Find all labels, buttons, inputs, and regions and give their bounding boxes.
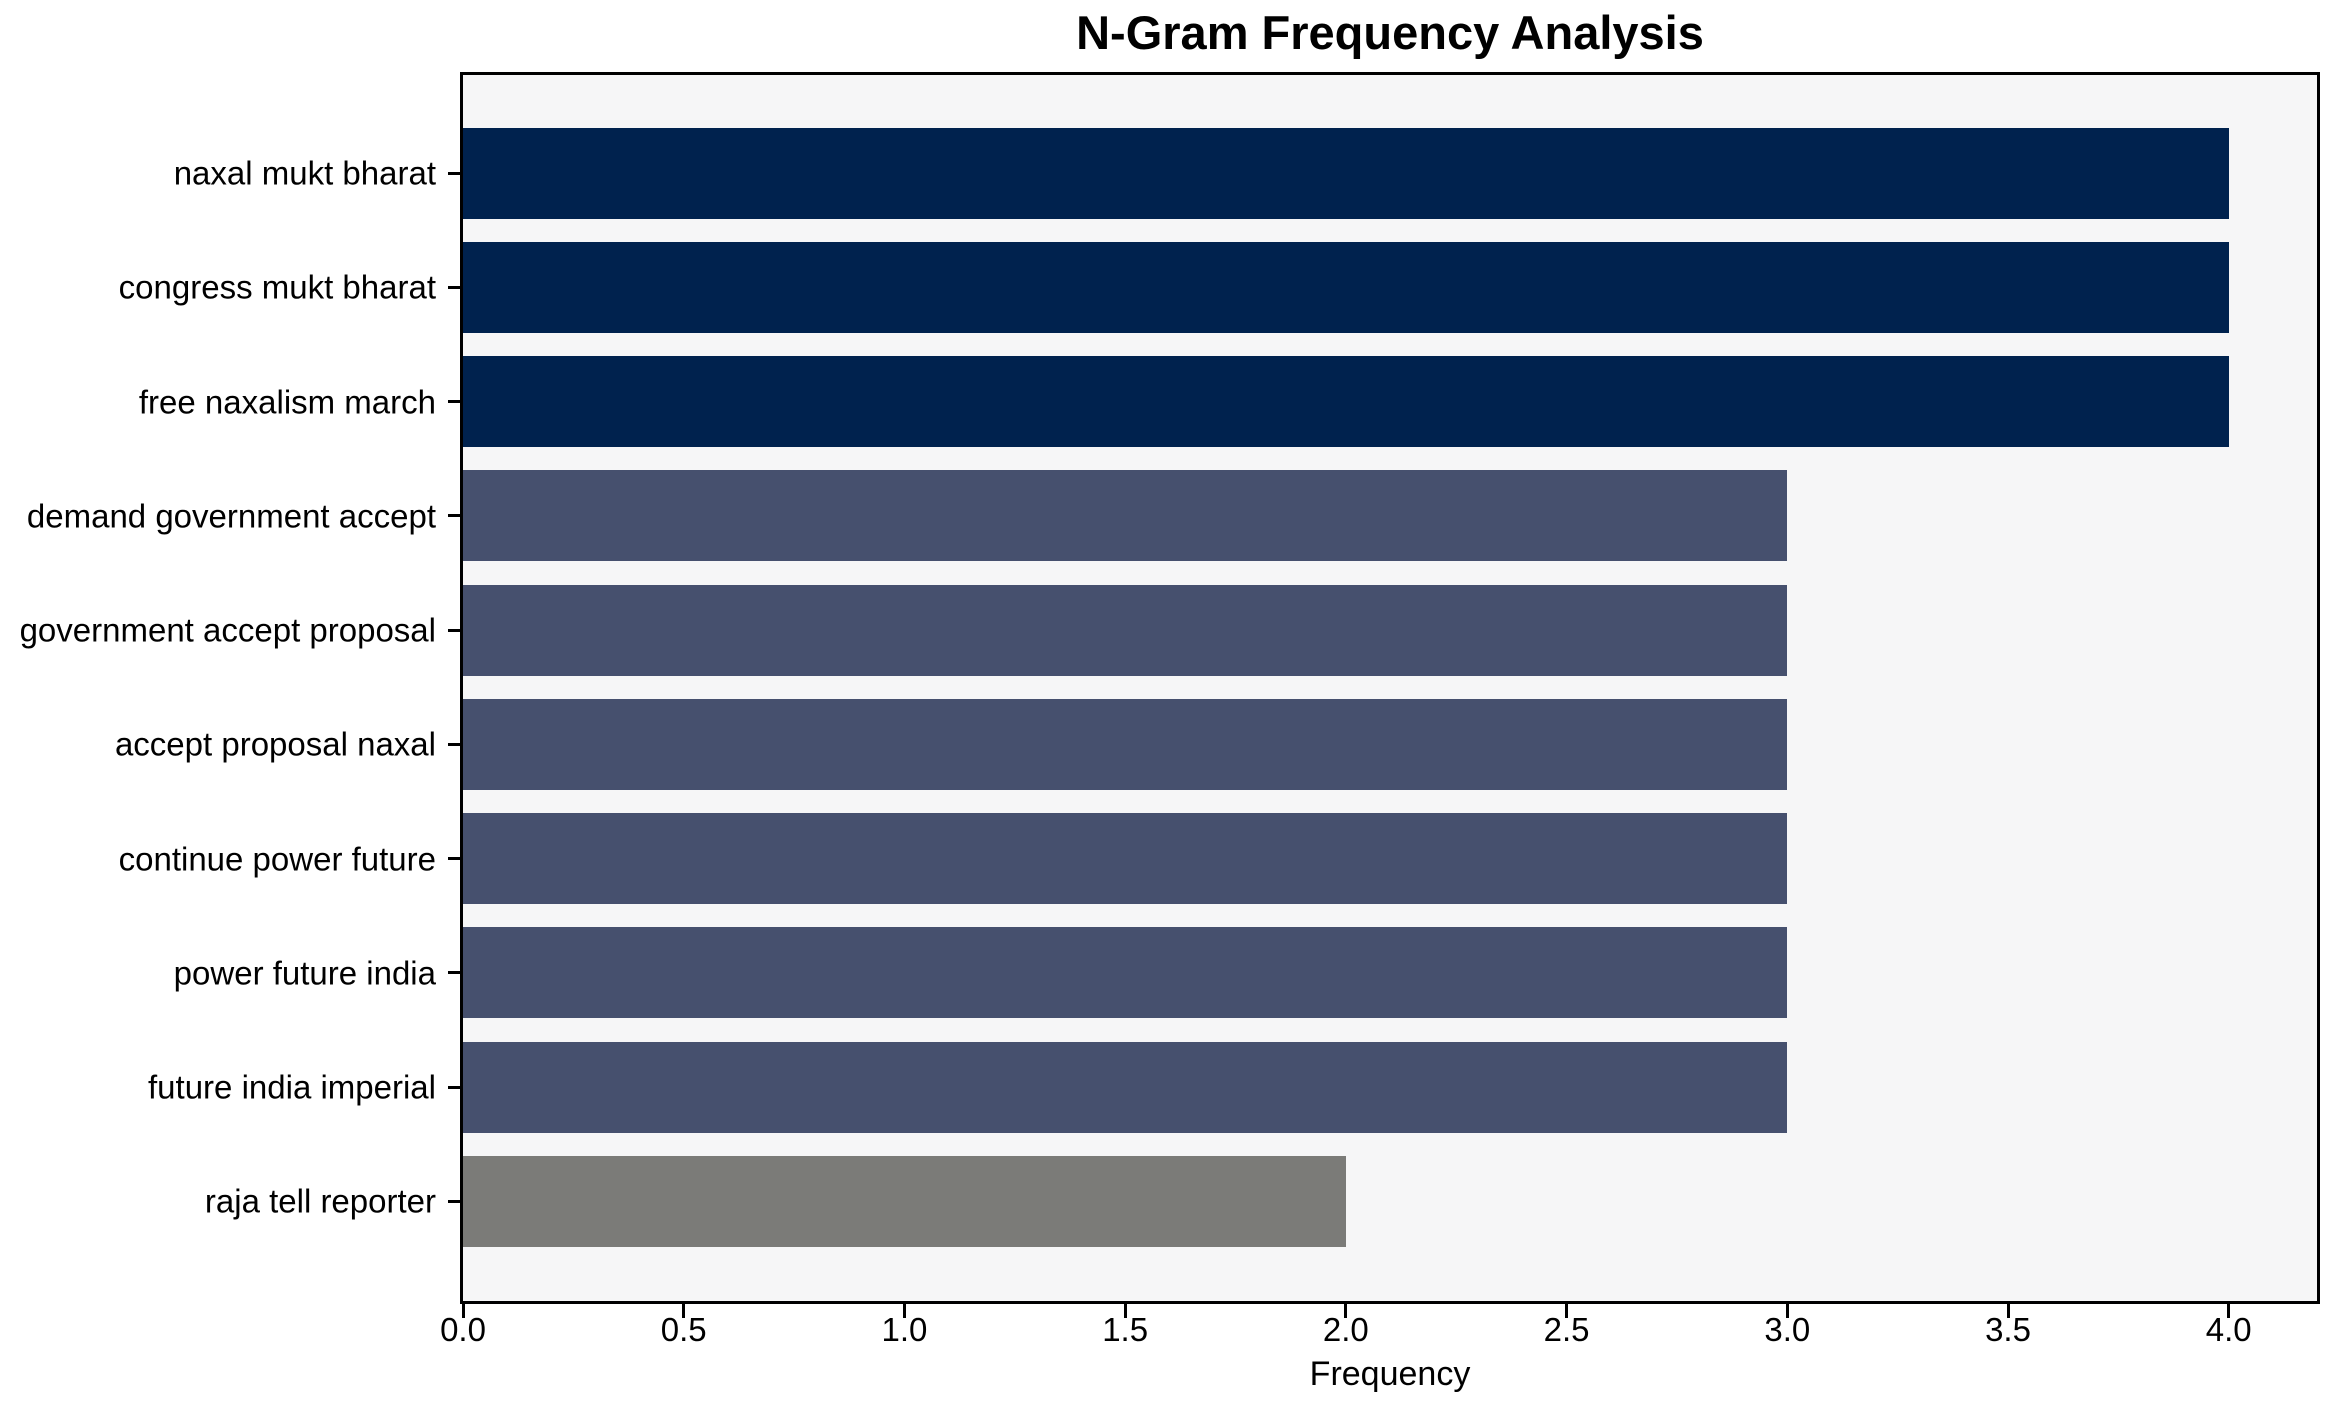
y-tick-mark xyxy=(448,857,460,860)
x-tick-mark xyxy=(1785,1304,1789,1318)
y-tick-label: power future india xyxy=(173,954,436,992)
y-tick-label: raja tell reporter xyxy=(204,1182,436,1220)
y-tick-label: congress mukt bharat xyxy=(118,268,436,306)
y-tick-label: accept proposal naxal xyxy=(114,725,436,763)
x-tick-mark xyxy=(461,1304,465,1318)
y-tick-label: free naxalism march xyxy=(138,383,436,420)
bar xyxy=(463,356,2229,447)
bar xyxy=(463,470,1788,562)
y-tick-label: government accept proposal xyxy=(19,611,436,649)
y-tick-mark xyxy=(448,514,460,518)
y-tick-mark xyxy=(448,1085,460,1089)
y-tick-mark xyxy=(448,171,460,175)
y-tick-label: future india imperial xyxy=(148,1068,436,1106)
bar xyxy=(463,813,1788,904)
x-tick-label: 0.5 xyxy=(660,1311,707,1348)
y-tick-label: demand government accept xyxy=(26,497,436,535)
x-tick-mark xyxy=(902,1304,906,1318)
bar xyxy=(463,1155,1346,1247)
bar xyxy=(463,584,1788,676)
x-tick-mark xyxy=(2227,1304,2231,1318)
x-tick-label: 0.0 xyxy=(440,1311,486,1348)
y-tick-mark xyxy=(448,400,460,403)
bar xyxy=(463,127,2229,219)
x-tick-mark xyxy=(1123,1304,1127,1318)
bar xyxy=(463,927,1788,1019)
x-tick-label: 1.0 xyxy=(881,1311,928,1348)
y-tick-label: continue power future xyxy=(118,840,436,877)
x-tick-mark xyxy=(1565,1304,1569,1318)
x-tick-label: 3.5 xyxy=(1985,1311,2031,1348)
x-tick-label: 2.5 xyxy=(1543,1311,1590,1348)
y-tick-mark xyxy=(448,285,460,289)
y-tick-mark xyxy=(448,742,460,746)
y-tick-mark xyxy=(448,971,460,975)
x-axis-label: Frequency xyxy=(1309,1355,1471,1393)
plot-area: Frequency naxal mukt bharat congress mukt… xyxy=(20,72,2320,1393)
x-tick-mark xyxy=(2006,1304,2010,1318)
x-tick-label: 3.0 xyxy=(1764,1311,1811,1348)
x-tick-mark xyxy=(682,1304,686,1318)
y-tick-mark xyxy=(448,628,460,632)
x-tick-label: 4.0 xyxy=(2205,1311,2252,1348)
y-tick-mark xyxy=(448,1199,460,1203)
x-tick-mark xyxy=(1344,1304,1348,1318)
x-tick-label: 1.5 xyxy=(1102,1311,1149,1348)
y-tick-label: naxal mukt bharat xyxy=(173,154,436,192)
bar xyxy=(463,698,1788,790)
bar xyxy=(463,241,2229,333)
x-tick-label: 2.0 xyxy=(1322,1311,1369,1348)
chart-title: N-Gram Frequency Analysis xyxy=(1076,6,1704,59)
bar xyxy=(463,1041,1788,1133)
